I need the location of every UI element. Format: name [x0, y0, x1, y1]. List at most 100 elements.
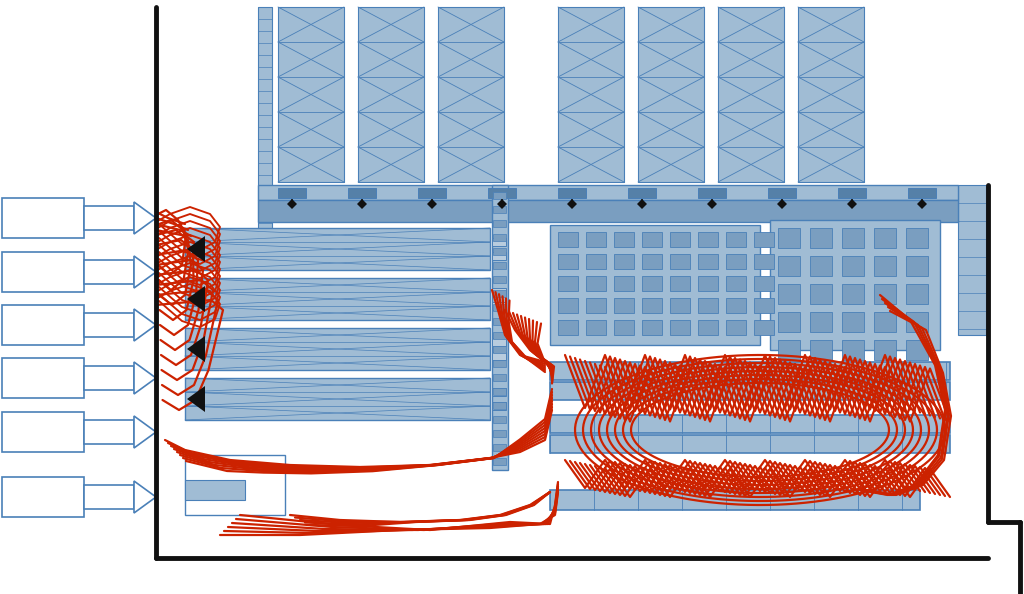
Bar [638, 7, 705, 182]
Bar [842, 312, 864, 332]
Bar [754, 254, 774, 269]
Bar [558, 188, 586, 198]
Bar [258, 7, 272, 247]
Bar [492, 388, 506, 396]
Polygon shape [497, 199, 507, 209]
Bar [642, 320, 662, 335]
Bar [493, 248, 506, 255]
Bar [492, 238, 506, 246]
Bar [558, 276, 578, 291]
Bar [842, 284, 864, 304]
Bar [874, 284, 896, 304]
Bar [84, 485, 134, 509]
Polygon shape [187, 286, 205, 312]
Bar [842, 340, 864, 360]
Bar [493, 206, 506, 213]
Bar [670, 298, 690, 313]
Bar [614, 254, 634, 269]
Bar [698, 254, 718, 269]
Polygon shape [567, 199, 577, 209]
Bar [906, 340, 928, 360]
Bar [670, 276, 690, 291]
Bar [493, 374, 506, 381]
Polygon shape [287, 199, 297, 209]
Polygon shape [134, 481, 156, 513]
Bar [492, 252, 506, 260]
Bar [810, 312, 831, 332]
Bar [493, 332, 506, 339]
Bar [628, 188, 656, 198]
Bar [493, 458, 506, 465]
Bar [906, 256, 928, 276]
Bar [698, 188, 726, 198]
Bar [418, 188, 446, 198]
Bar [614, 276, 634, 291]
Polygon shape [918, 199, 927, 209]
Bar [798, 7, 864, 182]
Bar [493, 234, 506, 241]
Bar [492, 288, 506, 296]
Bar [614, 232, 634, 247]
Bar [550, 382, 950, 400]
Bar [492, 352, 506, 360]
Bar [586, 232, 606, 247]
Bar [493, 430, 506, 437]
Bar [614, 298, 634, 313]
Bar [492, 338, 506, 346]
Bar [558, 298, 578, 313]
Polygon shape [134, 202, 156, 234]
Polygon shape [187, 236, 205, 262]
Bar [550, 415, 950, 433]
Bar [698, 232, 718, 247]
Bar [586, 320, 606, 335]
Bar [642, 298, 662, 313]
Bar [84, 366, 134, 390]
Bar [670, 232, 690, 247]
Bar [493, 402, 506, 409]
Bar [586, 298, 606, 313]
Bar [258, 200, 958, 222]
Bar [558, 232, 578, 247]
Bar [493, 318, 506, 325]
Bar [185, 378, 490, 420]
Bar [558, 7, 624, 182]
Polygon shape [357, 199, 367, 209]
Bar [493, 444, 506, 451]
Bar [726, 298, 746, 313]
Bar [726, 232, 746, 247]
Bar [642, 276, 662, 291]
Bar [754, 276, 774, 291]
Bar [84, 313, 134, 337]
Bar [838, 188, 866, 198]
Bar [586, 276, 606, 291]
Bar [810, 256, 831, 276]
Bar [493, 304, 506, 311]
Bar [493, 416, 506, 423]
Bar [185, 328, 490, 370]
Polygon shape [134, 362, 156, 394]
Bar [874, 340, 896, 360]
Bar [874, 228, 896, 248]
Bar [550, 490, 920, 510]
Bar [874, 256, 896, 276]
Bar [185, 278, 490, 320]
Bar [754, 232, 774, 247]
Bar [558, 254, 578, 269]
Bar [768, 188, 796, 198]
Bar [2, 477, 84, 517]
Bar [185, 455, 285, 515]
Polygon shape [187, 386, 205, 412]
Polygon shape [637, 199, 647, 209]
Bar [778, 228, 800, 248]
Polygon shape [134, 309, 156, 341]
Bar [906, 312, 928, 332]
Bar [778, 340, 800, 360]
Bar [558, 320, 578, 335]
Bar [908, 188, 936, 198]
Bar [84, 420, 134, 444]
Bar [488, 188, 516, 198]
Bar [493, 346, 506, 353]
Bar [2, 305, 84, 345]
Bar [726, 254, 746, 269]
Polygon shape [134, 416, 156, 448]
